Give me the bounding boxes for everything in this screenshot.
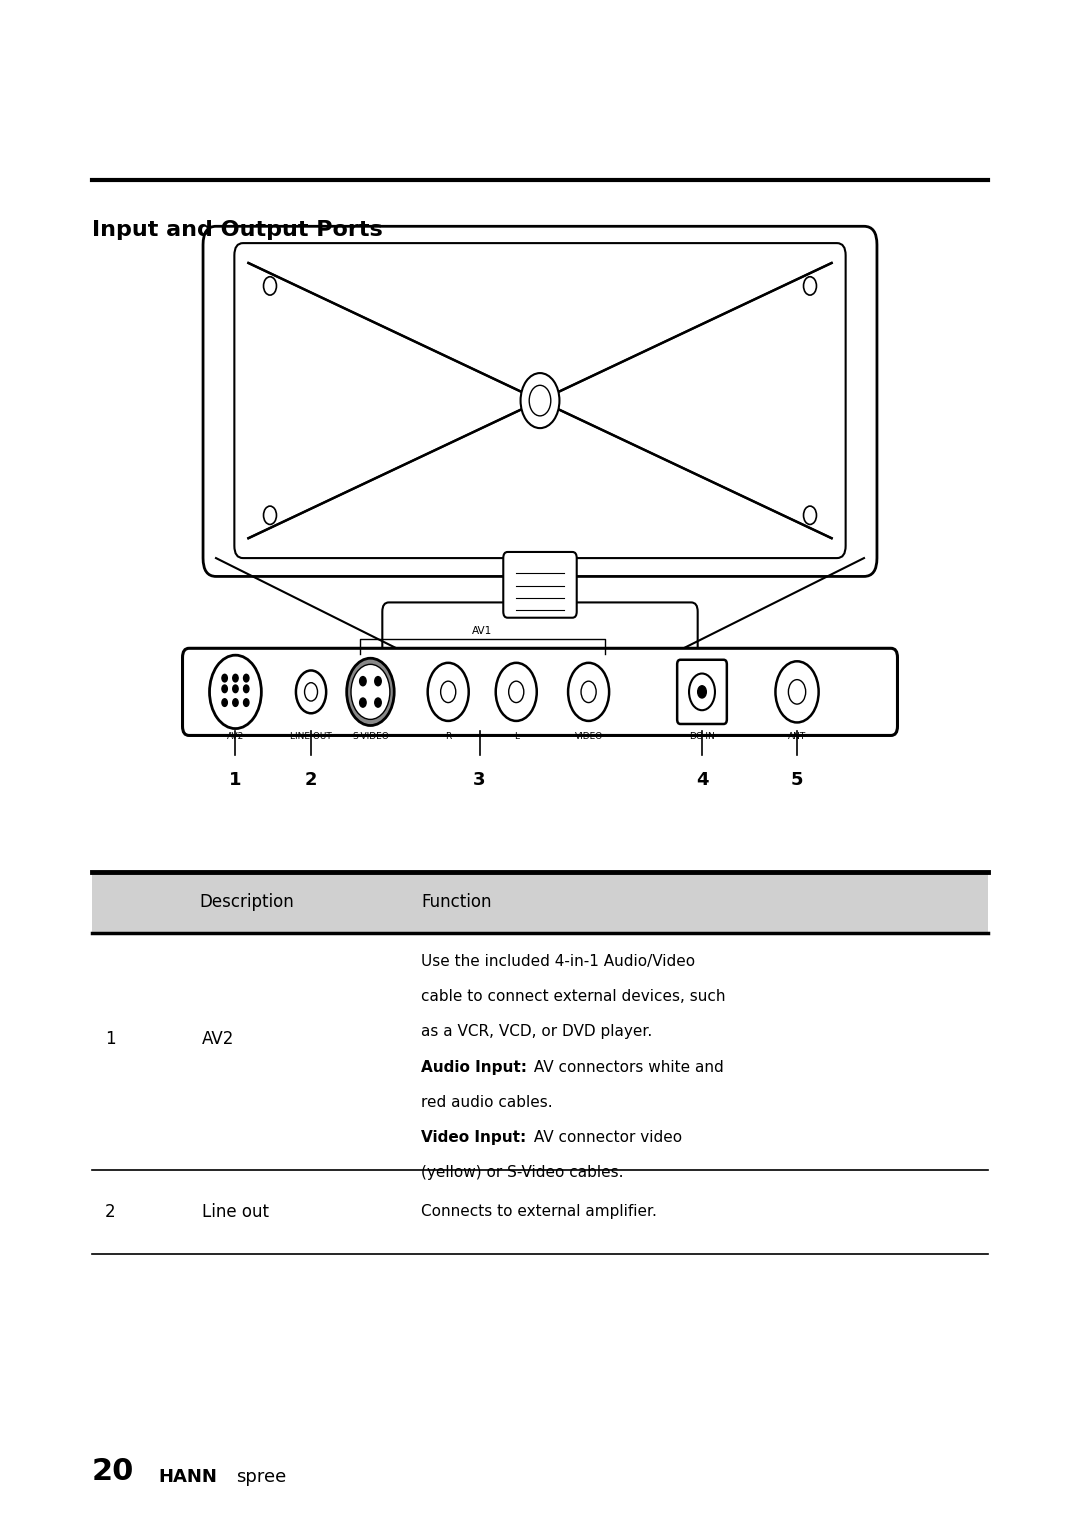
Text: AV2: AV2 [227,732,244,742]
Circle shape [233,685,238,693]
Circle shape [244,699,248,706]
Circle shape [360,697,366,706]
Text: Video Input:: Video Input: [421,1130,526,1145]
Circle shape [521,373,559,428]
Circle shape [689,673,715,709]
Text: 1: 1 [229,771,242,789]
Text: 2: 2 [305,771,318,789]
Circle shape [233,699,238,706]
Text: AV connector video: AV connector video [529,1130,681,1145]
Text: cable to connect external devices, such: cable to connect external devices, such [421,989,726,1005]
Circle shape [222,699,227,706]
Circle shape [264,506,276,524]
Text: (yellow) or S-Video cables.: (yellow) or S-Video cables. [421,1165,624,1180]
FancyBboxPatch shape [203,226,877,576]
Text: VIDEO: VIDEO [575,732,603,742]
Circle shape [788,679,806,703]
Circle shape [804,506,816,524]
Circle shape [222,674,227,682]
Text: R: R [445,732,451,742]
Text: 2: 2 [105,1203,116,1220]
Circle shape [296,670,326,713]
Text: S-VIDEO: S-VIDEO [352,732,389,742]
Circle shape [222,685,227,693]
Circle shape [244,685,248,693]
Text: 1: 1 [105,1031,116,1049]
Circle shape [441,680,456,703]
Text: Use the included 4-in-1 Audio/Video: Use the included 4-in-1 Audio/Video [421,954,696,969]
Circle shape [698,685,706,697]
FancyBboxPatch shape [183,648,897,735]
Circle shape [775,661,819,723]
Text: HANN: HANN [159,1468,218,1486]
Text: ANT: ANT [788,732,806,742]
Text: Function: Function [421,893,491,911]
Circle shape [264,277,276,295]
Text: spree: spree [237,1468,287,1486]
Text: DC-IN: DC-IN [689,732,715,742]
Circle shape [581,680,596,703]
Circle shape [244,674,248,682]
Text: Audio Input:: Audio Input: [421,1060,527,1075]
Circle shape [375,676,381,685]
Circle shape [233,674,238,682]
FancyBboxPatch shape [234,243,846,558]
Text: 3: 3 [473,771,486,789]
Text: Connects to external amplifier.: Connects to external amplifier. [421,1205,657,1219]
Text: 5: 5 [791,771,804,789]
FancyBboxPatch shape [503,552,577,618]
Text: AV1: AV1 [472,625,492,636]
Circle shape [568,664,609,722]
FancyBboxPatch shape [677,661,727,725]
Text: red audio cables.: red audio cables. [421,1095,553,1110]
Text: Line out: Line out [202,1203,269,1220]
Bar [92,872,988,933]
Text: L: L [514,732,518,742]
Circle shape [360,676,366,685]
Text: Description: Description [200,893,295,911]
FancyBboxPatch shape [382,602,698,667]
Circle shape [496,664,537,722]
Text: AV connectors white and: AV connectors white and [529,1060,724,1075]
Circle shape [305,682,318,700]
Text: Input and Output Ports: Input and Output Ports [92,220,382,240]
Circle shape [529,385,551,416]
Text: AV2: AV2 [202,1031,234,1049]
Text: 4: 4 [696,771,708,789]
Circle shape [347,657,394,726]
Circle shape [375,697,381,706]
Text: 20: 20 [92,1457,134,1486]
Circle shape [351,664,390,720]
Text: LINE OUT: LINE OUT [291,732,332,742]
Circle shape [804,277,816,295]
Text: as a VCR, VCD, or DVD player.: as a VCR, VCD, or DVD player. [421,1024,652,1040]
Circle shape [210,654,261,729]
Circle shape [428,664,469,722]
Circle shape [509,680,524,703]
